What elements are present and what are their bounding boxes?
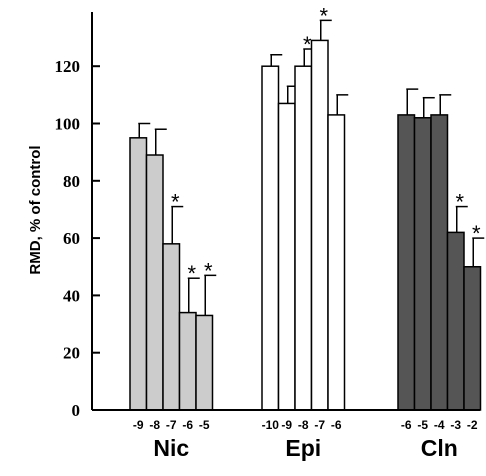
x-tick-label: -6 <box>401 418 412 432</box>
significance-marker: * <box>455 190 464 215</box>
group-label: Cln <box>421 435 458 461</box>
bar <box>430 114 449 411</box>
x-tick-label: -9 <box>281 418 292 432</box>
x-tick-label: -6 <box>182 418 193 432</box>
y-tick-label: 40 <box>63 286 80 305</box>
x-tick-label: -4 <box>434 418 445 432</box>
bar <box>162 243 181 411</box>
bar <box>145 154 164 411</box>
x-tick-label: -7 <box>314 418 325 432</box>
y-tick-label: 120 <box>55 57 81 76</box>
x-tick-label: -9 <box>133 418 144 432</box>
significance-marker: * <box>319 3 328 28</box>
bar <box>397 114 416 411</box>
x-tick-label: -3 <box>450 418 461 432</box>
bar <box>294 65 313 411</box>
x-tick-label: -8 <box>149 418 160 432</box>
significance-marker: * <box>187 261 196 286</box>
x-tick-label: -7 <box>166 418 177 432</box>
bar <box>413 117 432 411</box>
y-tick-label: 60 <box>63 229 80 248</box>
y-tick-label: 80 <box>63 172 80 191</box>
bar <box>195 314 214 411</box>
x-tick-label: -5 <box>417 418 428 432</box>
bar <box>463 266 482 411</box>
significance-marker: * <box>472 221 481 246</box>
x-tick-label: -2 <box>467 418 478 432</box>
bar <box>129 137 148 411</box>
y-tick-label: 100 <box>55 115 81 134</box>
significance-marker: * <box>171 190 180 215</box>
x-tick-label: -10 <box>262 418 280 432</box>
significance-marker: * <box>204 258 213 283</box>
y-tick-label: 20 <box>63 344 80 363</box>
bar-group-cln: -6 -5 -4 * -3 * -2 Cln <box>397 88 485 461</box>
y-tick-label: 0 <box>72 401 81 420</box>
bar <box>277 102 296 411</box>
x-tick-label: -6 <box>331 418 342 432</box>
group-label: Nic <box>153 435 189 461</box>
bar <box>310 39 329 411</box>
x-tick-label: -8 <box>298 418 309 432</box>
y-axis-label: RMD, % of control <box>27 145 44 274</box>
bar <box>446 231 465 411</box>
bar-group-nic: -9 -8 * -7 * -6 * -5 Nic <box>129 122 217 461</box>
significance-marker: * <box>303 32 312 57</box>
x-tick-label: -5 <box>199 418 210 432</box>
group-label: Epi <box>285 435 321 461</box>
y-axis: 0 20 40 60 80 100 120 <box>55 12 100 420</box>
bar <box>261 65 280 411</box>
bar <box>327 114 346 411</box>
bar-group-epi: -10 -9 * -8 * -7 -6 Epi <box>261 3 349 461</box>
bar <box>178 311 197 411</box>
